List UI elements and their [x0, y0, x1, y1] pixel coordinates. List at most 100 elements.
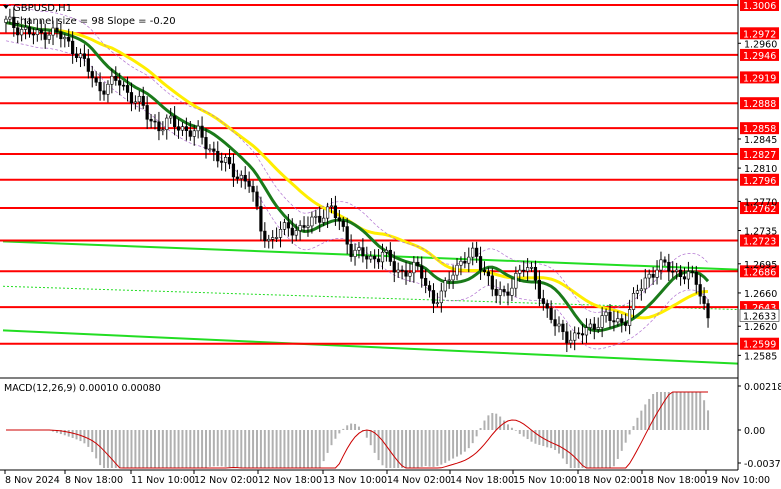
- candle-body: [529, 266, 534, 269]
- candle-body: [255, 191, 259, 207]
- candle-body: [220, 160, 224, 163]
- candle-body: [8, 16, 12, 20]
- level-price-tag: 1.2796: [740, 173, 779, 187]
- candle-body: [526, 267, 530, 272]
- candle-body: [533, 266, 538, 281]
- level-tag-label: 1.2972: [743, 29, 776, 40]
- candle-body: [349, 243, 353, 257]
- candle-body: [400, 269, 404, 272]
- time-tick-label: 12 Nov 02:00: [194, 475, 258, 486]
- current-price-label: 1.2633: [743, 311, 776, 322]
- candle-body: [439, 290, 443, 304]
- channel-mid-line: [2, 285, 739, 311]
- candle-body: [357, 247, 361, 251]
- candle-body: [149, 118, 153, 122]
- moving-averages: [5, 3, 710, 350]
- candle-body: [239, 174, 243, 179]
- candle-body: [655, 269, 659, 278]
- candle-body: [686, 271, 691, 280]
- candle-body: [20, 29, 24, 36]
- level-tag-label: 1.2919: [743, 73, 776, 84]
- candle-body: [635, 290, 640, 294]
- candle-body: [141, 95, 145, 106]
- time-tick-label: 12 Nov 18:00: [258, 475, 322, 486]
- level-tag-label: 1.2827: [743, 150, 776, 161]
- candle-body: [133, 101, 137, 104]
- candle-body: [498, 289, 502, 296]
- candle-body: [514, 273, 518, 289]
- level-price-tag: 1.3006: [740, 0, 779, 12]
- time-tick-label: 18 Nov 18:00: [642, 475, 706, 486]
- candle-body: [596, 327, 600, 330]
- candle-body: [467, 256, 471, 264]
- candle-body: [361, 247, 365, 257]
- candle-body: [251, 186, 255, 193]
- level-tag-label: 1.2599: [743, 340, 776, 351]
- macd-title: MACD(12,26,9) 0.00010 0.00080: [4, 383, 161, 394]
- candle-body: [455, 264, 459, 276]
- candle-body: [306, 225, 310, 228]
- fast-moving-average: [5, 21, 710, 333]
- candle-body: [447, 279, 451, 282]
- candle-body: [584, 327, 589, 336]
- candle-body: [627, 309, 632, 326]
- candle-body: [153, 120, 157, 123]
- candle-body: [600, 315, 604, 328]
- price-tick-label: 1.2695: [744, 260, 777, 271]
- envelope-lower: [5, 40, 709, 350]
- time-tick-label: 11 Nov 10:00: [131, 475, 195, 486]
- level-tag-label: 1.2762: [743, 204, 776, 215]
- candle-body: [431, 290, 436, 304]
- price-tick-label: 1.2960: [744, 39, 777, 50]
- envelope-upper: [5, 3, 709, 313]
- candle-body: [247, 180, 251, 187]
- candle-body: [67, 37, 71, 42]
- candle-body: [451, 274, 455, 281]
- candle-body: [475, 247, 479, 257]
- candle-body: [286, 222, 290, 229]
- candle-body: [541, 298, 545, 304]
- level-tag-box: [740, 122, 779, 135]
- candle-body: [243, 174, 247, 182]
- candle-body: [369, 255, 373, 260]
- candle-body: [384, 249, 389, 253]
- candle-body: [392, 261, 396, 273]
- candle-body: [639, 288, 643, 291]
- level-tag-label: 1.2946: [743, 51, 776, 62]
- candle-body: [482, 269, 487, 272]
- candle-body: [86, 58, 90, 72]
- candle-body: [82, 53, 87, 59]
- candle-body: [16, 27, 20, 36]
- candle-body: [569, 339, 573, 344]
- chart-symbol: GBPUSD,H1: [13, 3, 72, 14]
- level-tag-box: [740, 48, 779, 61]
- candle-body: [631, 292, 636, 310]
- candle-body: [380, 251, 385, 263]
- level-tag-box: [740, 71, 779, 84]
- candle-body: [122, 84, 126, 87]
- candle-body: [208, 148, 212, 151]
- candle-body: [51, 27, 55, 36]
- candle-body: [98, 81, 102, 92]
- candle-body: [435, 302, 440, 305]
- level-tag-box: [740, 265, 779, 278]
- candle-body: [690, 271, 694, 273]
- collapse-arrow-icon[interactable]: [3, 5, 9, 9]
- candle-body: [682, 276, 687, 280]
- candle-body: [518, 269, 522, 274]
- candle-body: [235, 176, 239, 179]
- level-tag-box: [740, 27, 779, 40]
- candle-body: [616, 318, 620, 323]
- candle-body: [74, 53, 79, 58]
- candle-body: [694, 271, 698, 285]
- candles: [4, 7, 710, 353]
- candle-body: [4, 18, 8, 23]
- level-tag-box: [740, 97, 779, 110]
- time-tick-label: 13 Nov 10:00: [323, 475, 387, 486]
- level-price-tag: 1.2827: [740, 147, 779, 161]
- time-tick-label: 14 Nov 02:00: [387, 475, 451, 486]
- time-tick-label: 15 Nov 10:00: [513, 475, 577, 486]
- level-tag-box: [740, 0, 779, 11]
- candle-body: [55, 27, 59, 33]
